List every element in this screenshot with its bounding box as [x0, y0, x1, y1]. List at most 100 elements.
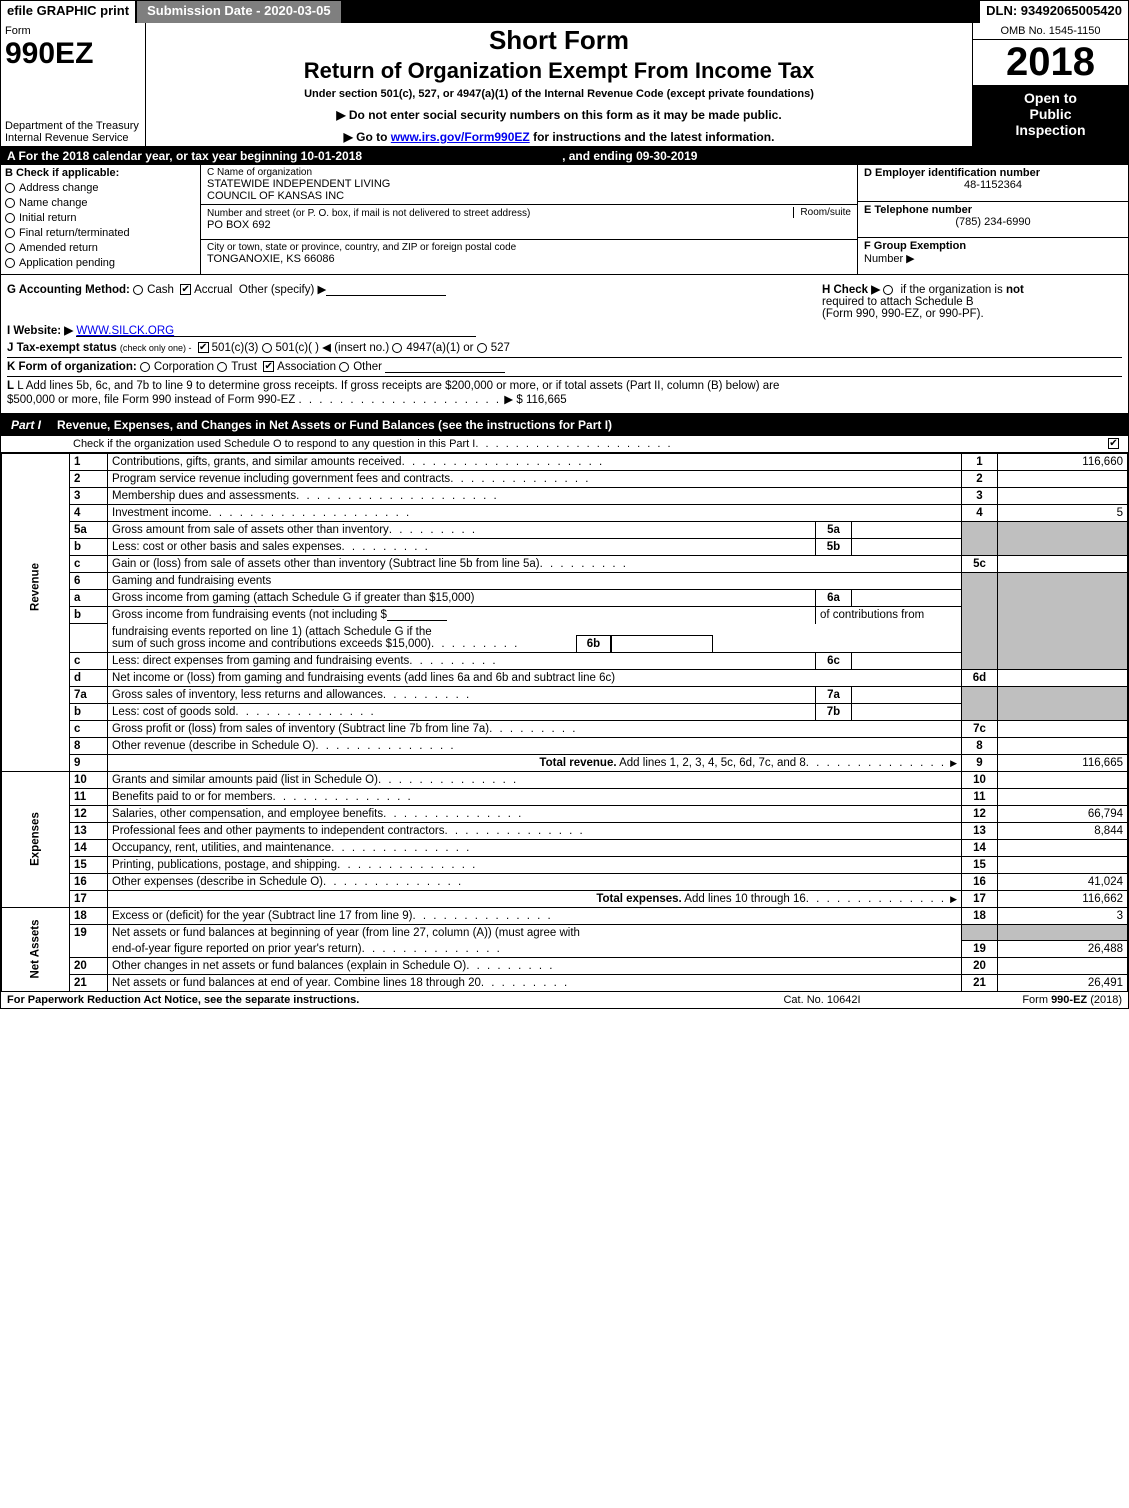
col-val: [998, 737, 1128, 754]
line-desc: Gaming and fundraising events: [108, 573, 962, 590]
check-address-change[interactable]: Address change: [5, 182, 196, 194]
g-other-field[interactable]: [326, 284, 446, 296]
period-end: 09-30-2019: [636, 149, 697, 163]
line-desc: Less: cost of goods sold: [108, 703, 816, 720]
radio-icon[interactable]: [262, 343, 272, 353]
line-desc: Gross income from fundraising events (no…: [108, 607, 816, 624]
line-18: Net Assets 18 Excess or (deficit) for th…: [2, 907, 1128, 924]
check-final-return[interactable]: Final return/terminated: [5, 227, 196, 239]
part-i-table: Revenue 1 Contributions, gifts, grants, …: [1, 453, 1128, 992]
irs-link[interactable]: www.irs.gov/Form990EZ: [391, 130, 530, 144]
sub-val: [611, 635, 713, 653]
line-2: 2 Program service revenue including gove…: [2, 471, 1128, 488]
col-num: 21: [962, 975, 998, 992]
line-num: c: [70, 556, 108, 573]
footer-form-suffix: (2018): [1087, 994, 1122, 1006]
radio-icon[interactable]: [140, 362, 150, 372]
radio-icon[interactable]: [339, 362, 349, 372]
radio-icon[interactable]: [883, 285, 893, 295]
line-9: 9 Total revenue. Add lines 1, 2, 3, 4, 5…: [2, 754, 1128, 771]
line-19b: end-of-year figure reported on prior yea…: [2, 941, 1128, 958]
line-desc: Excess or (deficit) for the year (Subtra…: [108, 907, 962, 924]
phone-label: E Telephone number: [864, 204, 972, 216]
footer-left: For Paperwork Reduction Act Notice, see …: [7, 994, 722, 1006]
contrib-amount-field[interactable]: [387, 609, 447, 621]
street-label: Number and street (or P. O. box, if mail…: [207, 208, 530, 219]
street-val: PO BOX 692: [207, 219, 851, 231]
line-num: 2: [70, 471, 108, 488]
sub-num: 6a: [816, 590, 852, 607]
checkbox-schedule-o[interactable]: [1108, 438, 1119, 449]
radio-icon[interactable]: [477, 343, 487, 353]
group-exemption-number-label: Number ▶: [864, 252, 1122, 265]
line-desc: Total revenue. Add lines 1, 2, 3, 4, 5c,…: [108, 754, 962, 771]
part-i-header: Part I Revenue, Expenses, and Changes in…: [1, 414, 1128, 436]
j-sub: (check only one) -: [120, 343, 192, 353]
checkbox-association[interactable]: [263, 361, 274, 372]
sub-val: [852, 686, 962, 703]
line-19a: 19 Net assets or fund balances at beginn…: [2, 924, 1128, 941]
check-amended-return[interactable]: Amended return: [5, 242, 196, 254]
line-6c: c Less: direct expenses from gaming and …: [2, 652, 1128, 669]
part-i-check-row: Check if the organization used Schedule …: [1, 436, 1128, 453]
period-mid: , and ending: [562, 149, 636, 163]
check-initial-return[interactable]: Initial return: [5, 212, 196, 224]
dept-treasury: Department of the Treasury Internal Reve…: [5, 120, 141, 144]
line-1: Revenue 1 Contributions, gifts, grants, …: [2, 454, 1128, 471]
radio-icon[interactable]: [133, 285, 143, 295]
org-name-row: C Name of organization STATEWIDE INDEPEN…: [201, 165, 857, 205]
row-i: I Website: ▶ WWW.SILCK.ORG: [7, 323, 1122, 337]
line-16: 16 Other expenses (describe in Schedule …: [2, 873, 1128, 890]
col-val: 5: [998, 505, 1128, 522]
website-link[interactable]: WWW.SILCK.ORG: [76, 325, 174, 337]
footer-catno: Cat. No. 10642I: [722, 994, 922, 1006]
col-num: 7c: [962, 720, 998, 737]
col-num: 20: [962, 958, 998, 975]
radio-icon: [5, 213, 15, 223]
col-num: 10: [962, 771, 998, 788]
radio-icon[interactable]: [392, 343, 402, 353]
check-name-change[interactable]: Name change: [5, 197, 196, 209]
checkbox-501c3[interactable]: [198, 342, 209, 353]
line-5a: 5a Gross amount from sale of assets othe…: [2, 522, 1128, 539]
col-val: 8,844: [998, 822, 1128, 839]
line-num: 20: [70, 958, 108, 975]
radio-icon: [5, 243, 15, 253]
phone-row: E Telephone number (785) 234-6990: [858, 202, 1128, 239]
shade-cell: [998, 539, 1128, 556]
footer-form: 990-EZ: [1051, 994, 1087, 1006]
h-not: not: [1006, 284, 1024, 296]
line-num: 8: [70, 737, 108, 754]
line-num: 5a: [70, 522, 108, 539]
meta-block: G Accounting Method: Cash Accrual Other …: [1, 275, 1128, 414]
sub-num: 7a: [816, 686, 852, 703]
line-11: 11 Benefits paid to or for members 11: [2, 788, 1128, 805]
checkbox-accrual[interactable]: [180, 284, 191, 295]
revenue-sidelabel: Revenue: [2, 454, 70, 721]
line-num: b: [70, 703, 108, 720]
city-row: City or town, state or province, country…: [201, 240, 857, 274]
note-goto-prefix: ▶ Go to: [344, 130, 391, 144]
line-num: b: [70, 607, 108, 624]
org-name-2: COUNCIL OF KANSAS INC: [207, 190, 851, 202]
sub-val: [852, 522, 962, 539]
check-application-pending[interactable]: Application pending: [5, 257, 196, 269]
line-num: 16: [70, 873, 108, 890]
col-val: [998, 771, 1128, 788]
k-other-field[interactable]: [385, 361, 505, 373]
col-val: [998, 720, 1128, 737]
radio-icon[interactable]: [217, 362, 227, 372]
l-text2: $500,000 or more, file Form 990 instead …: [7, 394, 295, 406]
inspection-l3: Inspection: [977, 122, 1124, 138]
col-num: 5c: [962, 556, 998, 573]
col-num: 19: [962, 941, 998, 958]
col-val: 41,024: [998, 873, 1128, 890]
dept-line2: Internal Revenue Service: [5, 132, 141, 144]
col-num: 8: [962, 737, 998, 754]
line-15: 15 Printing, publications, postage, and …: [2, 856, 1128, 873]
city-label: City or town, state or province, country…: [207, 242, 851, 253]
line-num: 21: [70, 975, 108, 992]
line-21: 21 Net assets or fund balances at end of…: [2, 975, 1128, 992]
h-t2: if the organization is: [897, 284, 1006, 296]
under-section: Under section 501(c), 527, or 4947(a)(1)…: [150, 88, 968, 100]
